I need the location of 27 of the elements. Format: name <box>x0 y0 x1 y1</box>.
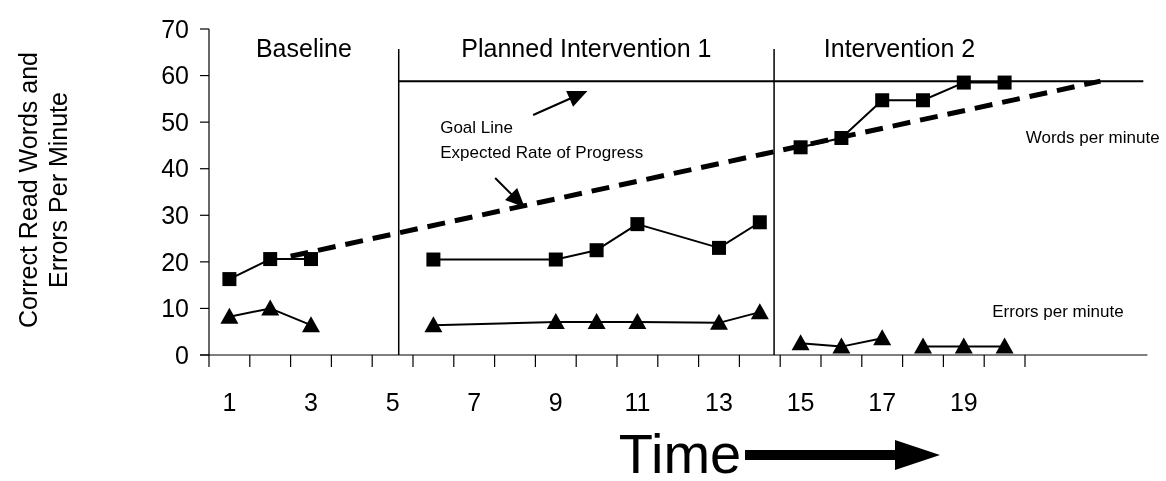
x-tick-label: 19 <box>949 388 978 416</box>
y-tick-label: 50 <box>161 107 189 136</box>
y-tick-label: 30 <box>161 201 189 230</box>
annotation: Intervention 2 <box>823 34 976 62</box>
y-tick-label: 60 <box>161 61 189 90</box>
y-tick-label: 10 <box>161 294 189 323</box>
y-tick-label: 0 <box>175 340 189 369</box>
x-tick-label: 3 <box>304 388 318 416</box>
annotation: Planned Intervention 1 <box>461 34 712 62</box>
annotation: Goal Line <box>440 117 513 137</box>
x-tick-label: 11 <box>624 388 651 416</box>
y-tick-label: 70 <box>161 14 189 43</box>
x-tick-label: 1 <box>222 388 237 416</box>
x-tick-label: 9 <box>548 388 563 416</box>
x-axis-title: Time <box>618 422 742 481</box>
series-label: Errors per minute <box>992 301 1124 321</box>
annotation: Expected Rate of Progress <box>440 142 644 162</box>
y-axis-title: Correct Read Words and Errors Per Minute <box>14 51 72 329</box>
y-tick-label: 40 <box>161 154 189 183</box>
x-tick-label: 13 <box>705 388 733 416</box>
annotation: Baseline <box>255 34 352 62</box>
text: Words per minute <box>1025 127 1160 147</box>
x-tick-label: 15 <box>786 388 815 416</box>
x-tick-label: 7 <box>467 388 482 416</box>
x-tick-label: 5 <box>385 388 400 416</box>
x-tick-label: 17 <box>868 388 897 416</box>
y-tick-label: 20 <box>161 247 189 276</box>
